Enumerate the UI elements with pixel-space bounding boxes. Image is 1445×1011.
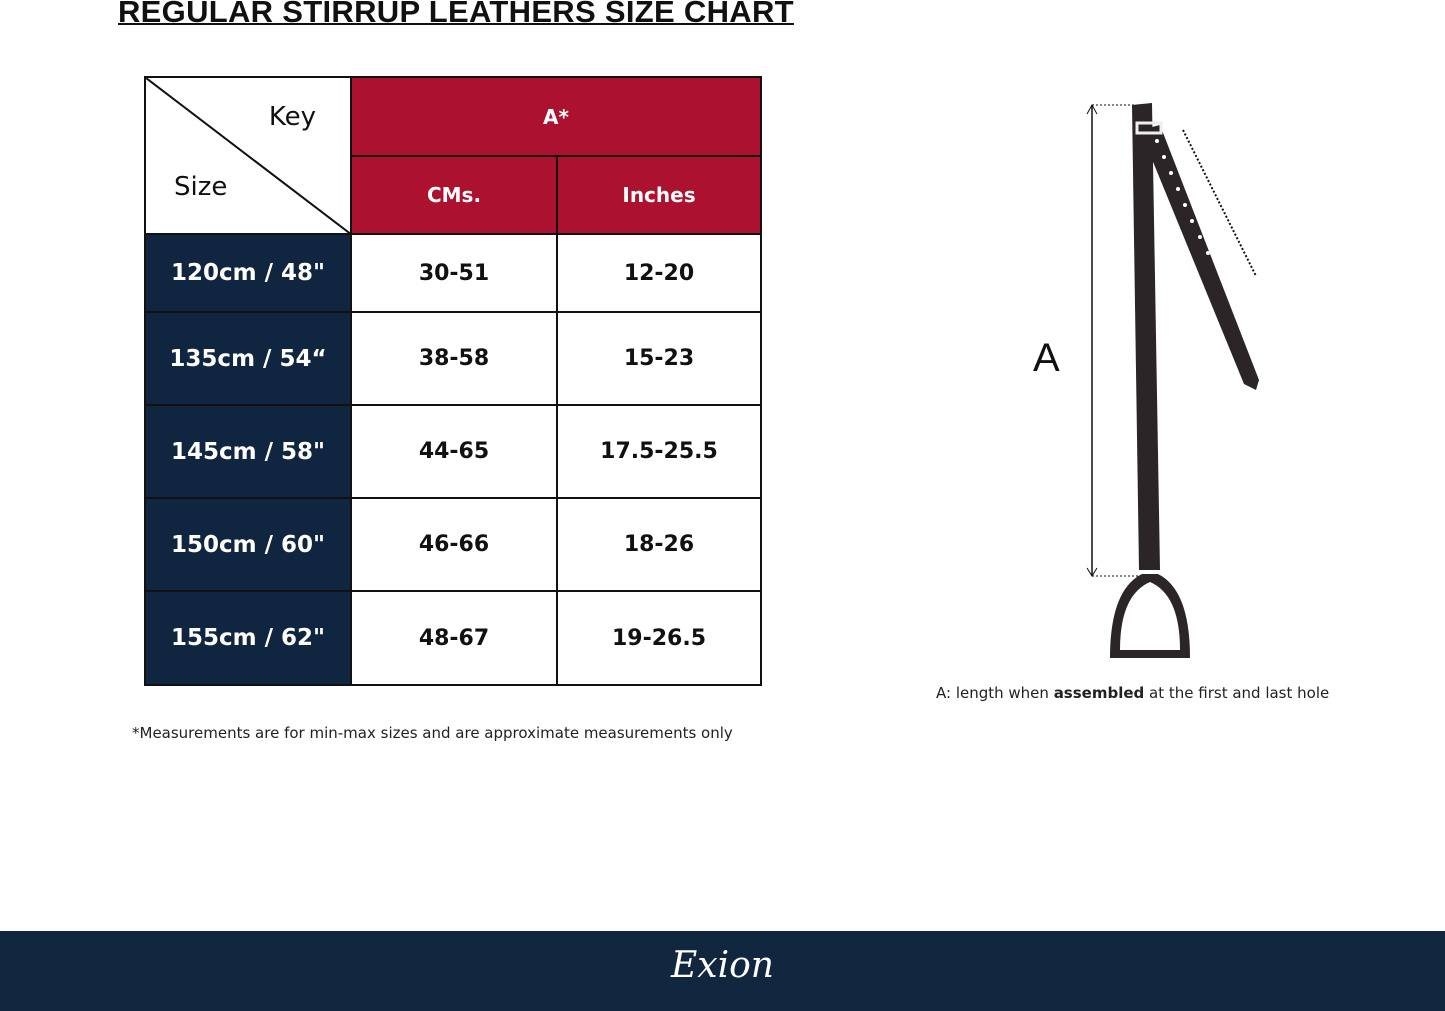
- cms-cell: 44-65: [350, 404, 558, 499]
- strap-tail: [1140, 125, 1259, 390]
- inches-cell: 19-26.5: [556, 590, 762, 686]
- strap: [1132, 103, 1160, 570]
- table-row: 145cm / 58" 44-65 17.5-25.5: [144, 404, 762, 499]
- caption-text: at the first and last hole: [1144, 684, 1330, 702]
- table-row: 150cm / 60" 46-66 18-26: [144, 497, 762, 592]
- table-row: 135cm / 54“ 38-58 15-23: [144, 311, 762, 406]
- dimension-label-a: A: [1033, 336, 1060, 380]
- caption-bold: assembled: [1053, 684, 1145, 702]
- footer-banner: Exion: [0, 931, 1445, 1011]
- table-row: 120cm / 48" 30-51 12-20: [144, 233, 762, 313]
- brand-logo: Exion: [671, 945, 774, 986]
- diagram-caption: A: length when assembled at the first an…: [936, 684, 1329, 702]
- measurement-arrow: [1086, 103, 1142, 577]
- cms-cell: 46-66: [350, 497, 558, 592]
- size-chart-table: Key Size A* CMs. Inches 120cm / 48" 30-51…: [144, 76, 762, 686]
- size-cell: 120cm / 48": [144, 233, 352, 313]
- size-cell: 155cm / 62": [144, 590, 352, 686]
- stirrup-iron: [1110, 574, 1190, 658]
- cms-cell: 38-58: [350, 311, 558, 406]
- corner-key-cell: Key Size: [144, 76, 352, 235]
- inches-cell: 12-20: [556, 233, 762, 313]
- stirrup-leather-illustration: [1086, 103, 1259, 658]
- size-label: Size: [174, 172, 228, 202]
- diagonal-line: [146, 78, 352, 235]
- table-row: 155cm / 62" 48-67 19-26.5: [144, 590, 762, 686]
- cms-cell: 48-67: [350, 590, 558, 686]
- size-cell: 145cm / 58": [144, 404, 352, 499]
- size-cell: 135cm / 54“: [144, 311, 352, 406]
- inches-cell: 15-23: [556, 311, 762, 406]
- cms-cell: 30-51: [350, 233, 558, 313]
- caption-text: A: length when: [936, 684, 1054, 702]
- key-label: Key: [268, 102, 316, 132]
- column-header-inches: Inches: [556, 155, 762, 235]
- column-header-cms: CMs.: [350, 155, 558, 235]
- inches-cell: 17.5-25.5: [556, 404, 762, 499]
- footnote: *Measurements are for min-max sizes and …: [132, 724, 733, 742]
- adjust-arrow: [1182, 129, 1257, 277]
- inches-cell: 18-26: [556, 497, 762, 592]
- size-cell: 150cm / 60": [144, 497, 352, 592]
- group-header-a: A*: [350, 76, 762, 157]
- page-title: REGULAR STIRRUP LEATHERS SIZE CHART: [118, 0, 794, 29]
